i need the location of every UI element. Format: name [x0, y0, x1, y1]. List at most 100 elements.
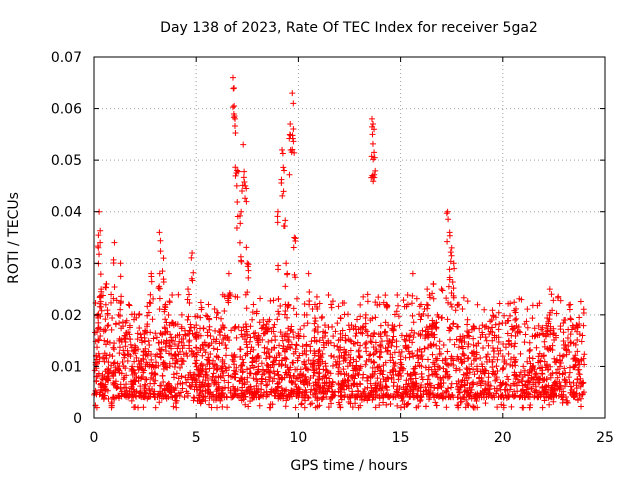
data-point: [218, 394, 225, 401]
data-point: [111, 359, 118, 366]
data-point: [447, 355, 454, 362]
data-point: [286, 393, 293, 400]
data-point: [545, 318, 552, 325]
data-point: [528, 385, 535, 392]
data-point: [305, 270, 312, 277]
data-point: [238, 362, 245, 369]
data-point: [476, 392, 483, 399]
data-point: [481, 306, 488, 313]
data-point: [541, 338, 548, 345]
data-point: [211, 381, 217, 388]
data-point: [412, 383, 419, 390]
data-point: [394, 383, 401, 390]
data-point: [166, 322, 173, 329]
data-point: [156, 346, 163, 353]
data-point: [137, 388, 144, 395]
data-point: [529, 355, 536, 362]
x-tick-label: 25: [596, 430, 614, 446]
data-point: [453, 336, 460, 343]
data-point: [387, 400, 394, 407]
data-point: [125, 301, 132, 308]
data-point: [145, 348, 152, 355]
data-point: [179, 345, 186, 352]
data-point: [294, 386, 301, 393]
data-point: [471, 404, 478, 411]
data-point: [97, 271, 104, 278]
data-point: [446, 274, 453, 281]
data-point: [152, 404, 159, 411]
data-point: [136, 361, 143, 368]
data-point: [282, 403, 289, 410]
data-point: [526, 354, 533, 361]
data-point: [326, 375, 333, 382]
data-point: [382, 382, 389, 389]
data-point: [159, 330, 166, 337]
data-point: [504, 373, 511, 380]
data-point: [363, 358, 370, 365]
data-point: [118, 388, 125, 395]
data-point: [232, 386, 239, 393]
data-point: [197, 325, 204, 332]
data-point: [517, 393, 524, 400]
data-point: [485, 382, 492, 389]
data-point: [369, 140, 376, 147]
data-point: [531, 333, 538, 340]
data-point: [537, 364, 544, 371]
data-point: [529, 315, 536, 322]
data-point: [314, 395, 321, 402]
data-point: [104, 307, 111, 314]
data-point: [540, 389, 547, 396]
data-point: [144, 303, 151, 310]
data-point: [337, 330, 344, 337]
data-point: [116, 363, 123, 370]
data-point: [445, 385, 452, 392]
data-point: [119, 359, 126, 366]
data-point: [202, 377, 209, 384]
data-point: [485, 390, 492, 397]
data-point: [94, 373, 101, 380]
data-point: [312, 390, 319, 397]
data-point: [340, 366, 347, 373]
data-point: [222, 365, 229, 372]
data-point: [332, 358, 339, 365]
data-point: [364, 377, 371, 384]
data-point: [201, 339, 208, 346]
data-point: [303, 342, 310, 349]
data-point: [369, 364, 376, 371]
data-point: [166, 382, 173, 389]
data-point: [225, 270, 232, 277]
data-point: [278, 362, 285, 369]
data-point: [512, 309, 519, 316]
data-point: [102, 386, 109, 393]
data-point: [221, 360, 228, 367]
data-point: [227, 389, 234, 396]
data-point: [490, 353, 497, 360]
data-point: [134, 336, 141, 343]
data-point: [443, 404, 450, 411]
data-point: [258, 380, 265, 387]
data-point: [171, 352, 178, 359]
data-point: [102, 316, 109, 323]
data-point: [117, 313, 124, 320]
data-point: [156, 229, 163, 236]
data-point: [94, 243, 101, 250]
data-point: [517, 369, 524, 376]
data-point: [98, 286, 105, 293]
data-point: [237, 394, 244, 401]
data-point: [524, 358, 531, 365]
data-point: [147, 291, 154, 298]
data-point: [199, 342, 206, 349]
data-point: [290, 138, 297, 145]
data-point: [231, 325, 238, 332]
data-point: [425, 331, 432, 338]
data-point: [434, 366, 441, 373]
data-point: [512, 356, 519, 363]
data-point: [347, 347, 354, 354]
data-point: [454, 383, 461, 390]
data-point: [280, 188, 287, 195]
data-point: [185, 372, 192, 379]
data-point: [348, 322, 355, 329]
data-point: [444, 374, 451, 381]
data-point: [238, 208, 245, 215]
data-point: [151, 380, 158, 387]
